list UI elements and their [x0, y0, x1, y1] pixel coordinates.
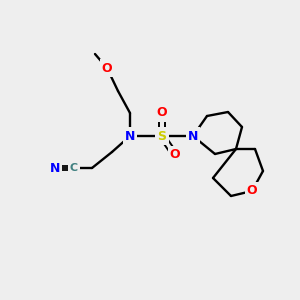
Text: N: N — [50, 161, 60, 175]
Text: O: O — [102, 61, 112, 74]
Text: O: O — [170, 148, 180, 161]
Text: N: N — [188, 130, 198, 142]
Text: O: O — [247, 184, 257, 197]
Text: S: S — [158, 130, 166, 142]
Text: N: N — [125, 130, 135, 142]
Text: O: O — [157, 106, 167, 119]
Text: C: C — [70, 163, 78, 173]
